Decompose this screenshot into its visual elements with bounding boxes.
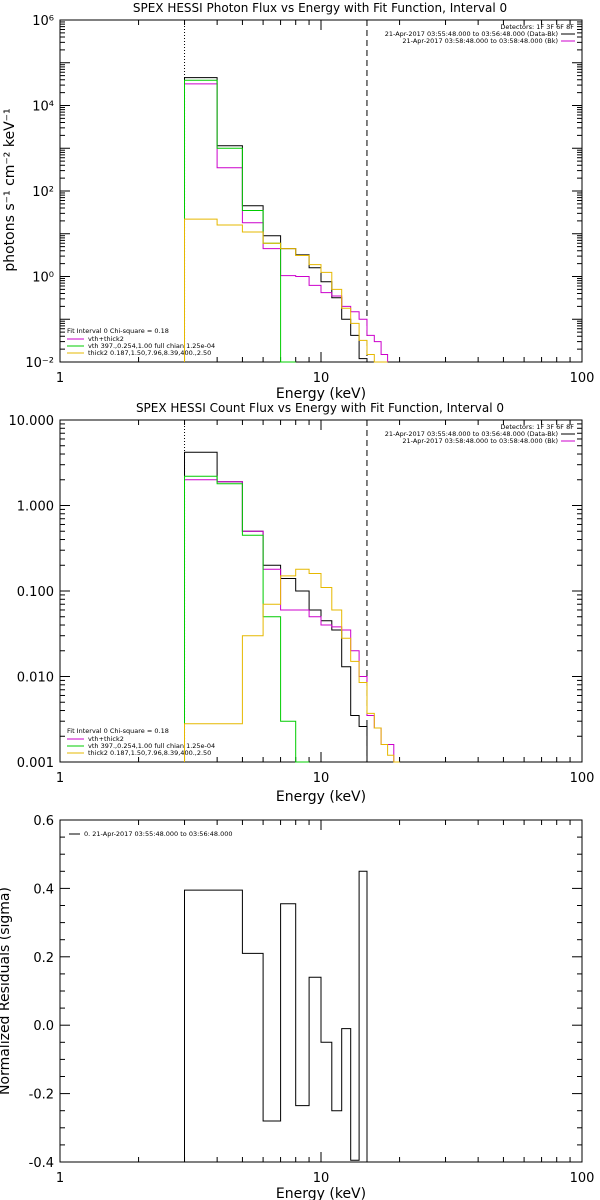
fit-legend-thick: thick2 0.187,1.50,7.96,8.39,400.,2.50 bbox=[88, 749, 211, 757]
panel3-y-label: Normalized Residuals (sigma) bbox=[0, 887, 13, 1095]
y-tick-label: 0.2 bbox=[33, 951, 54, 966]
x-tick-label: 100 bbox=[570, 771, 595, 786]
x-tick-label: 100 bbox=[570, 1171, 595, 1186]
panel1-frame bbox=[59, 19, 583, 363]
panel1-y-label: photons s⁻¹ cm⁻² keV⁻¹ bbox=[2, 108, 18, 271]
x-tick-label: 1 bbox=[56, 1171, 64, 1186]
y-tick-label: -0.4 bbox=[29, 1156, 54, 1171]
fit-legend-header: Fit Interval 0 Chi-square = 0.18 bbox=[67, 727, 169, 735]
panel1-fit-range-markers bbox=[184, 20, 368, 362]
series-thick2-histogram bbox=[184, 218, 388, 363]
series-vth-histogram bbox=[184, 475, 310, 763]
panel2-fit-range-markers bbox=[184, 420, 368, 762]
annotation-detectors: Detectors: 1F 3F 6F 8F bbox=[500, 23, 574, 31]
annotation-data-interval: 21-Apr-2017 03:55:48.000 to 03:56:48.000… bbox=[385, 30, 558, 38]
y-tick-label: 0.100 bbox=[17, 585, 54, 600]
x-tick-label: 10 bbox=[313, 1171, 330, 1186]
fit-legend-total: vth+thick2 bbox=[88, 335, 124, 343]
panel2-x-label: Energy (keV) bbox=[276, 789, 366, 805]
fit-legend-thick: thick2 0.187,1.50,7.96,8.39,400.,2.50 bbox=[88, 349, 211, 357]
series-bk-histogram bbox=[184, 479, 395, 762]
panel2-frame bbox=[59, 419, 583, 763]
x-tick-label: 10 bbox=[313, 371, 330, 386]
x-tick-label: 1 bbox=[56, 371, 64, 386]
y-tick-label: 0.010 bbox=[17, 671, 54, 686]
y-tick-label: 1.000 bbox=[17, 500, 54, 515]
panel1-series bbox=[184, 77, 389, 363]
residuals-panel: 1 10 100 -0.4 -0.2 0.0 0.2 0.4 0.6 Energy (keV)… bbox=[0, 814, 594, 1200]
panel1-fit-legend: Fit Interval 0 Chi-square = 0.18 vth+thi… bbox=[67, 327, 215, 357]
y-tick-label: 0.6 bbox=[33, 814, 54, 829]
panel2-fit-legend: Fit Interval 0 Chi-square = 0.18 vth+thi… bbox=[67, 727, 215, 757]
series-data-bk-histogram bbox=[184, 77, 368, 362]
panel2-title: SPEX HESSI Count Flux vs Energy with Fit… bbox=[136, 401, 504, 415]
annotation-bk-interval: 21-Apr-2017 03:58:48.000 to 03:58:48.000… bbox=[402, 437, 558, 445]
x-tick-label: 1 bbox=[56, 771, 64, 786]
panel1-x-label: Energy (keV) bbox=[276, 386, 366, 402]
panel2-annotation: Detectors: 1F 3F 6F 8F 21-Apr-2017 03:55… bbox=[385, 423, 575, 445]
panel3-x-label: Energy (keV) bbox=[276, 1186, 366, 1200]
panel1-y-ticks: 10⁻² 10⁰ 10² 10⁴ 10⁶ bbox=[25, 14, 582, 371]
y-tick-label: -0.2 bbox=[29, 1088, 54, 1103]
panel2-x-ticks: 1 10 100 bbox=[56, 420, 595, 786]
y-tick-label: 0.4 bbox=[33, 882, 54, 897]
fit-legend-vth: vth 397.,0.254,1.00 full chian 1.25e-04 bbox=[88, 742, 215, 750]
panel3-x-ticks: 1 10 100 bbox=[56, 820, 595, 1186]
panel2-y-ticks: 0.001 0.010 0.100 1.000 10.000 bbox=[9, 414, 582, 771]
annotation-bk-interval: 21-Apr-2017 03:58:48.000 to 03:58:48.000… bbox=[402, 37, 558, 45]
x-tick-label: 100 bbox=[570, 371, 595, 386]
y-tick-label: 10⁻² bbox=[25, 356, 54, 371]
annotation-data-interval: 21-Apr-2017 03:55:48.000 to 03:56:48.000… bbox=[385, 430, 558, 438]
series-thick2-histogram bbox=[184, 568, 400, 763]
series-bk-histogram bbox=[184, 83, 389, 362]
annotation-detectors: Detectors: 1F 3F 6F 8F bbox=[500, 423, 574, 431]
fit-legend-header: Fit Interval 0 Chi-square = 0.18 bbox=[67, 327, 169, 335]
y-tick-label: 0.001 bbox=[17, 756, 54, 771]
panel3-y-ticks: -0.4 -0.2 0.0 0.2 0.4 0.6 bbox=[29, 814, 582, 1171]
x-tick-label: 10 bbox=[313, 771, 330, 786]
photon-flux-panel: SPEX HESSI Photon Flux vs Energy with Fi… bbox=[2, 1, 594, 402]
panel1-title: SPEX HESSI Photon Flux vs Energy with Fi… bbox=[133, 1, 507, 15]
y-tick-label: 10⁴ bbox=[32, 100, 54, 115]
y-tick-label: 10⁶ bbox=[32, 14, 54, 29]
series-residuals-histogram bbox=[184, 870, 368, 1162]
count-flux-panel: SPEX HESSI Count Flux vs Energy with Fit… bbox=[9, 401, 595, 805]
y-tick-label: 10² bbox=[32, 185, 54, 200]
panel1-annotation: Detectors: 1F 3F 6F 8F 21-Apr-2017 03:55… bbox=[385, 23, 575, 45]
panel3-series bbox=[184, 870, 368, 1162]
fit-legend-total: vth+thick2 bbox=[88, 735, 124, 743]
panel2-series bbox=[184, 451, 400, 763]
y-tick-label: 10⁰ bbox=[32, 271, 54, 286]
fit-legend-vth: vth 397.,0.254,1.00 full chian 1.25e-04 bbox=[88, 342, 215, 350]
y-tick-label: 10.000 bbox=[9, 414, 55, 429]
residual-legend: 0. 21-Apr-2017 03:55:48.000 to 03:56:48.… bbox=[84, 830, 233, 838]
y-tick-label: 0.0 bbox=[33, 1019, 54, 1034]
series-vth-histogram bbox=[184, 79, 296, 363]
series-data-bk-histogram bbox=[184, 451, 368, 762]
